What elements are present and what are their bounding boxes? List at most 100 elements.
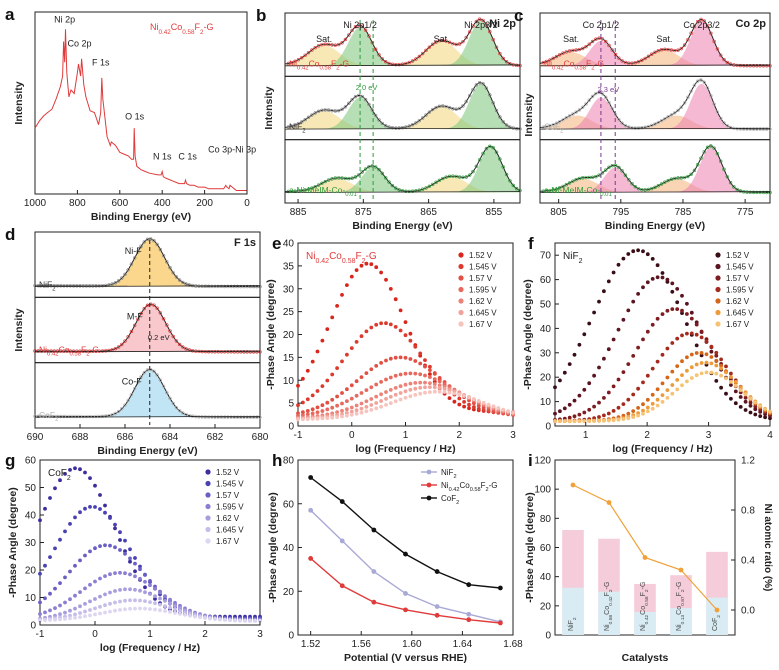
data-point [729, 383, 733, 387]
raw-point [676, 108, 680, 113]
raw-point [474, 83, 479, 87]
ratio-point [714, 607, 720, 613]
data-point [123, 538, 127, 543]
data-point [340, 408, 344, 413]
raw-point [206, 415, 211, 419]
raw-point [623, 123, 628, 128]
data-point [709, 361, 714, 366]
raw-point [120, 276, 124, 280]
raw-point [484, 86, 489, 90]
data-point [398, 397, 403, 402]
baseline [284, 64, 521, 67]
data-point [403, 389, 408, 394]
raw-point [184, 412, 188, 417]
raw-point [548, 124, 552, 128]
raw-point [696, 19, 700, 24]
raw-point [55, 414, 60, 419]
data-point [148, 583, 152, 588]
data-point [699, 351, 704, 355]
data-point [665, 388, 670, 392]
y-axis-label: Intensity [13, 81, 25, 124]
data-point [388, 356, 393, 361]
data-point [753, 412, 758, 417]
raw-point [213, 350, 217, 354]
data-point [689, 316, 694, 321]
raw-point [286, 189, 291, 194]
data-point [626, 411, 631, 416]
data-point [178, 612, 182, 616]
raw-point [155, 306, 159, 310]
data-point [641, 411, 645, 416]
data-point [403, 591, 408, 596]
raw-point [441, 38, 445, 43]
raw-point [617, 117, 621, 122]
raw-point [702, 80, 706, 85]
y-tick-label: 70 [540, 251, 552, 262]
raw-point [84, 284, 89, 288]
data-point [558, 409, 562, 414]
data-point [606, 279, 611, 284]
data-point [403, 607, 408, 613]
data-point [359, 401, 364, 406]
data-point [371, 527, 377, 533]
data-point [48, 591, 52, 596]
data-point [709, 355, 714, 359]
data-point [384, 321, 388, 326]
data-point [641, 380, 645, 385]
data-point [447, 390, 452, 395]
data-point [602, 396, 606, 400]
raw-point [461, 39, 465, 44]
data-point [384, 397, 388, 401]
data-point [359, 391, 364, 395]
raw-point [91, 284, 95, 288]
data-point [330, 397, 335, 402]
raw-point [765, 64, 769, 68]
data-point [148, 600, 152, 604]
data-point [143, 590, 147, 595]
data-point [621, 370, 626, 374]
data-point [78, 604, 82, 609]
raw-point [81, 349, 85, 353]
peak-label: M-F [127, 311, 143, 321]
x-tick-label: 1.56 [352, 639, 372, 650]
legend-marker [205, 503, 211, 510]
data-point [163, 604, 167, 608]
data-point [43, 506, 47, 511]
raw-point [451, 107, 455, 111]
data-point [719, 366, 723, 371]
raw-point [498, 157, 502, 161]
raw-point [427, 110, 432, 114]
data-point [43, 596, 47, 601]
legend-label: 1.67 V [726, 320, 750, 329]
raw-point [100, 283, 105, 288]
data-point [753, 404, 758, 409]
data-point [467, 406, 471, 411]
raw-point [719, 159, 723, 163]
raw-point [633, 185, 637, 189]
data-point [158, 596, 162, 601]
data-point [68, 597, 72, 602]
raw-point [384, 123, 388, 128]
data-point [602, 413, 606, 418]
raw-point [488, 29, 492, 34]
raw-point [584, 102, 588, 106]
data-point [118, 599, 122, 604]
data-point [572, 414, 577, 419]
raw-point [424, 113, 428, 117]
raw-point [136, 380, 140, 385]
data-point [173, 607, 177, 612]
raw-point [360, 170, 364, 174]
data-point [310, 411, 315, 416]
raw-point [39, 414, 44, 419]
legend-label: CoF2 [441, 494, 459, 506]
raw-point [451, 41, 455, 46]
data-point [78, 615, 82, 619]
data-point [572, 398, 577, 403]
data-point [296, 383, 300, 388]
raw-point [91, 414, 95, 419]
data-point [592, 373, 596, 378]
data-point [724, 391, 728, 396]
data-point [621, 417, 626, 421]
data-point [388, 375, 393, 380]
raw-point [370, 164, 374, 168]
